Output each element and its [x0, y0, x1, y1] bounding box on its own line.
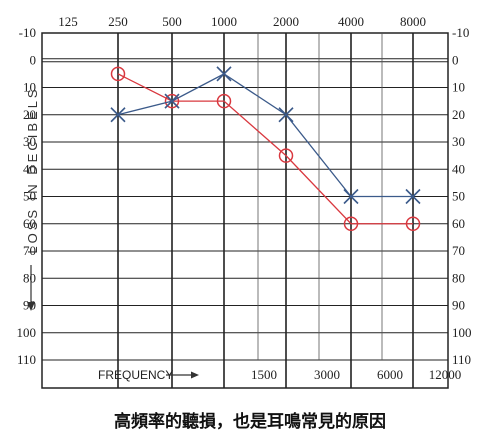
y-tick-label-left: 100 — [17, 325, 37, 340]
y-tick-label-left: 20 — [23, 107, 36, 122]
x-marker — [164, 93, 180, 109]
x-axis-title: FREQUENCY — [98, 368, 173, 382]
circle-marker — [110, 66, 126, 82]
circle-marker — [343, 216, 359, 231]
y-tick-label-right: 20 — [452, 107, 465, 122]
y-axis-title: LOSS IN DECIBELS — [25, 86, 40, 253]
y-tick-label-right: 80 — [452, 270, 465, 285]
circle-marker — [216, 93, 232, 109]
y-tick-label-left: 30 — [23, 134, 36, 149]
y-tick-label-right: -10 — [452, 25, 469, 40]
x-marker — [216, 66, 232, 82]
series-line-1 — [117, 73, 413, 225]
bottom-freq-tick-label: 12000 — [429, 367, 462, 382]
plot-frame — [41, 32, 449, 389]
x-marker — [278, 107, 294, 123]
circle-marker — [278, 148, 294, 163]
y-tick-label-left: 110 — [17, 352, 36, 367]
circle-marker — [405, 216, 421, 231]
grid — [42, 32, 448, 388]
y-tick-label-right: 30 — [452, 134, 465, 149]
y-tick-label-right: 40 — [452, 161, 465, 176]
y-tick-label-left: 70 — [23, 243, 36, 258]
y-tick-label-right: 90 — [452, 298, 465, 313]
y-tick-label-right: 50 — [452, 189, 465, 204]
y-tick-label-right: 0 — [452, 52, 459, 67]
series-layer — [110, 66, 421, 231]
top-freq-tick-label: 250 — [108, 14, 128, 29]
series-line-2 — [117, 73, 413, 198]
y-tick-label-left: 0 — [30, 52, 37, 67]
top-freq-tick-label: 4000 — [338, 14, 364, 29]
top-freq-tick-label: 125 — [58, 14, 78, 29]
bottom-freq-tick-label: 3000 — [314, 367, 340, 382]
top-freq-tick-label: 2000 — [273, 14, 299, 29]
x-marker — [343, 188, 359, 205]
y-tick-label-right: 10 — [452, 80, 465, 95]
caption: 高頻率的聽損，也是耳鳴常見的原因 — [114, 412, 386, 432]
y-tick-label-left: -10 — [19, 25, 36, 40]
y-tick-label-left: 80 — [23, 270, 36, 285]
circle-marker — [164, 93, 180, 109]
y-tick-label-right: 70 — [452, 243, 465, 258]
y-tick-label-right: 100 — [452, 325, 472, 340]
y-tick-label-right: 110 — [452, 352, 471, 367]
top-freq-tick-label: 1000 — [211, 14, 237, 29]
y-tick-label-right: 60 — [452, 216, 465, 231]
y-tick-label-left: 40 — [23, 161, 36, 176]
bottom-freq-tick-label: 1500 — [251, 367, 277, 382]
x-marker — [405, 188, 421, 205]
top-freq-tick-label: 8000 — [400, 14, 426, 29]
x-axis-arrow — [166, 371, 199, 379]
x-marker — [110, 107, 126, 123]
y-tick-label-left: 50 — [23, 189, 36, 204]
y-tick-label-left: 10 — [23, 80, 36, 95]
y-axis-arrow — [27, 265, 35, 311]
y-tick-label-left: 60 — [23, 216, 36, 231]
top-freq-tick-label: 500 — [162, 14, 182, 29]
bottom-freq-tick-label: 6000 — [377, 367, 403, 382]
